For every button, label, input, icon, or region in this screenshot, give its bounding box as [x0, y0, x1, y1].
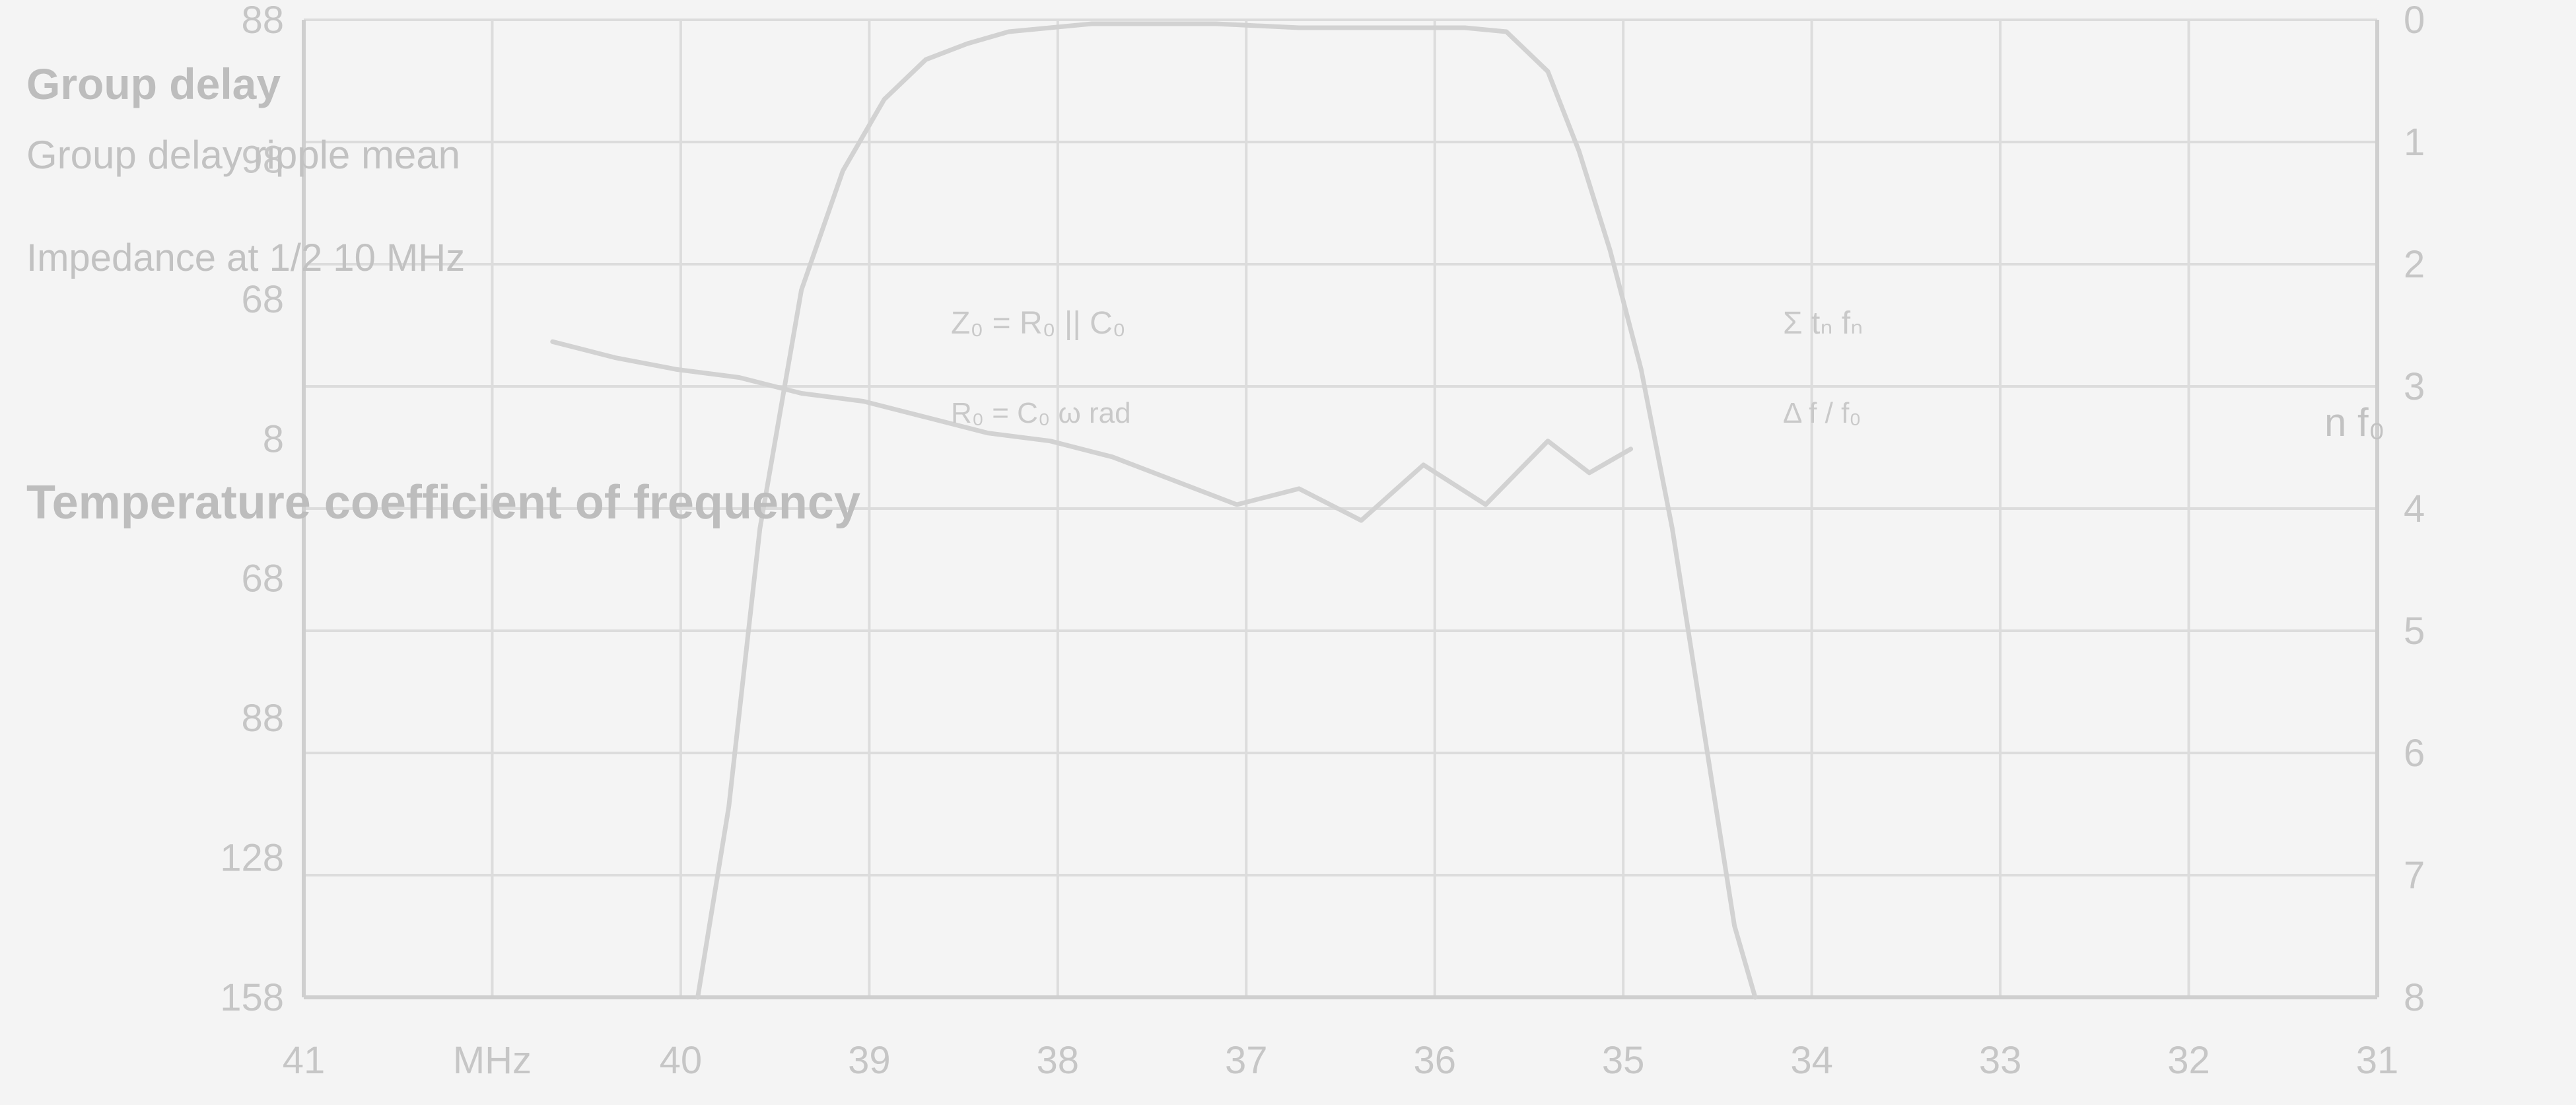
series-line-2 [550, 339, 1634, 523]
x-tick-label: 33 [1979, 1039, 2022, 1082]
right-tick-label: 8 [2404, 976, 2425, 1019]
right-tick-label: 7 [2404, 854, 2425, 897]
x-tick-label: 40 [660, 1039, 703, 1082]
x-tick-label: 35 [1602, 1039, 1645, 1082]
group-delay-subtitle: Group delay ripple mean [26, 133, 460, 177]
series-line-1 [695, 21, 1758, 1000]
x-tick-label: MHz [453, 1039, 532, 1082]
x-tick-label: 36 [1413, 1039, 1456, 1082]
left-tick-label: 68 [241, 557, 284, 600]
left-tick-label: 158 [220, 976, 284, 1019]
formula-4: Δ f / f₀ [1783, 397, 1862, 429]
axis-layer [302, 20, 2379, 999]
left-tick-label: 128 [220, 837, 284, 880]
right-tick-label: 4 [2404, 487, 2425, 530]
right-tick-label: 5 [2404, 610, 2425, 653]
curve-layer [550, 21, 1758, 1000]
x-tick-label: 41 [283, 1039, 326, 1082]
formula-2: R₀ = C₀ ω rad [951, 397, 1131, 429]
right-tick-label: 6 [2404, 732, 2425, 775]
text-layer: Group delay Group delay ripple mean Impe… [26, 59, 2385, 529]
x-tick-label: 38 [1037, 1039, 1080, 1082]
left-tick-label: 88 [241, 0, 284, 42]
x-tick-label: 32 [2167, 1039, 2210, 1082]
x-tick-label: 37 [1225, 1039, 1268, 1082]
right-tick-label: 3 [2404, 365, 2425, 408]
right-tick-label: 2 [2404, 243, 2425, 286]
x-tick-label: 39 [848, 1039, 891, 1082]
right-tick-label: 0 [2404, 0, 2425, 42]
impedance-line: Impedance at 1/2 10 MHz [26, 236, 465, 279]
formula-1: Z₀ = R₀ || C₀ [951, 306, 1126, 341]
group-delay-title: Group delay [26, 59, 281, 108]
formula-3: Σ tₙ fₙ [1783, 306, 1863, 341]
left-tick-label: 98 [241, 138, 284, 181]
tick-layer: 41 MHz 40 39 38 37 36 35 34 33 32 31889868868881281… [220, 0, 2425, 1082]
left-tick-label: 68 [241, 278, 284, 321]
left-tick-label: 8 [263, 417, 284, 460]
left-tick-label: 88 [241, 697, 284, 740]
x-tick-label: 34 [1790, 1039, 1833, 1082]
temperature-heading: Temperature coefficient of frequency [26, 476, 860, 529]
x-tick-label: 31 [2356, 1039, 2399, 1082]
unit-right: n f₀ [2324, 400, 2385, 445]
right-tick-label: 1 [2404, 121, 2425, 164]
